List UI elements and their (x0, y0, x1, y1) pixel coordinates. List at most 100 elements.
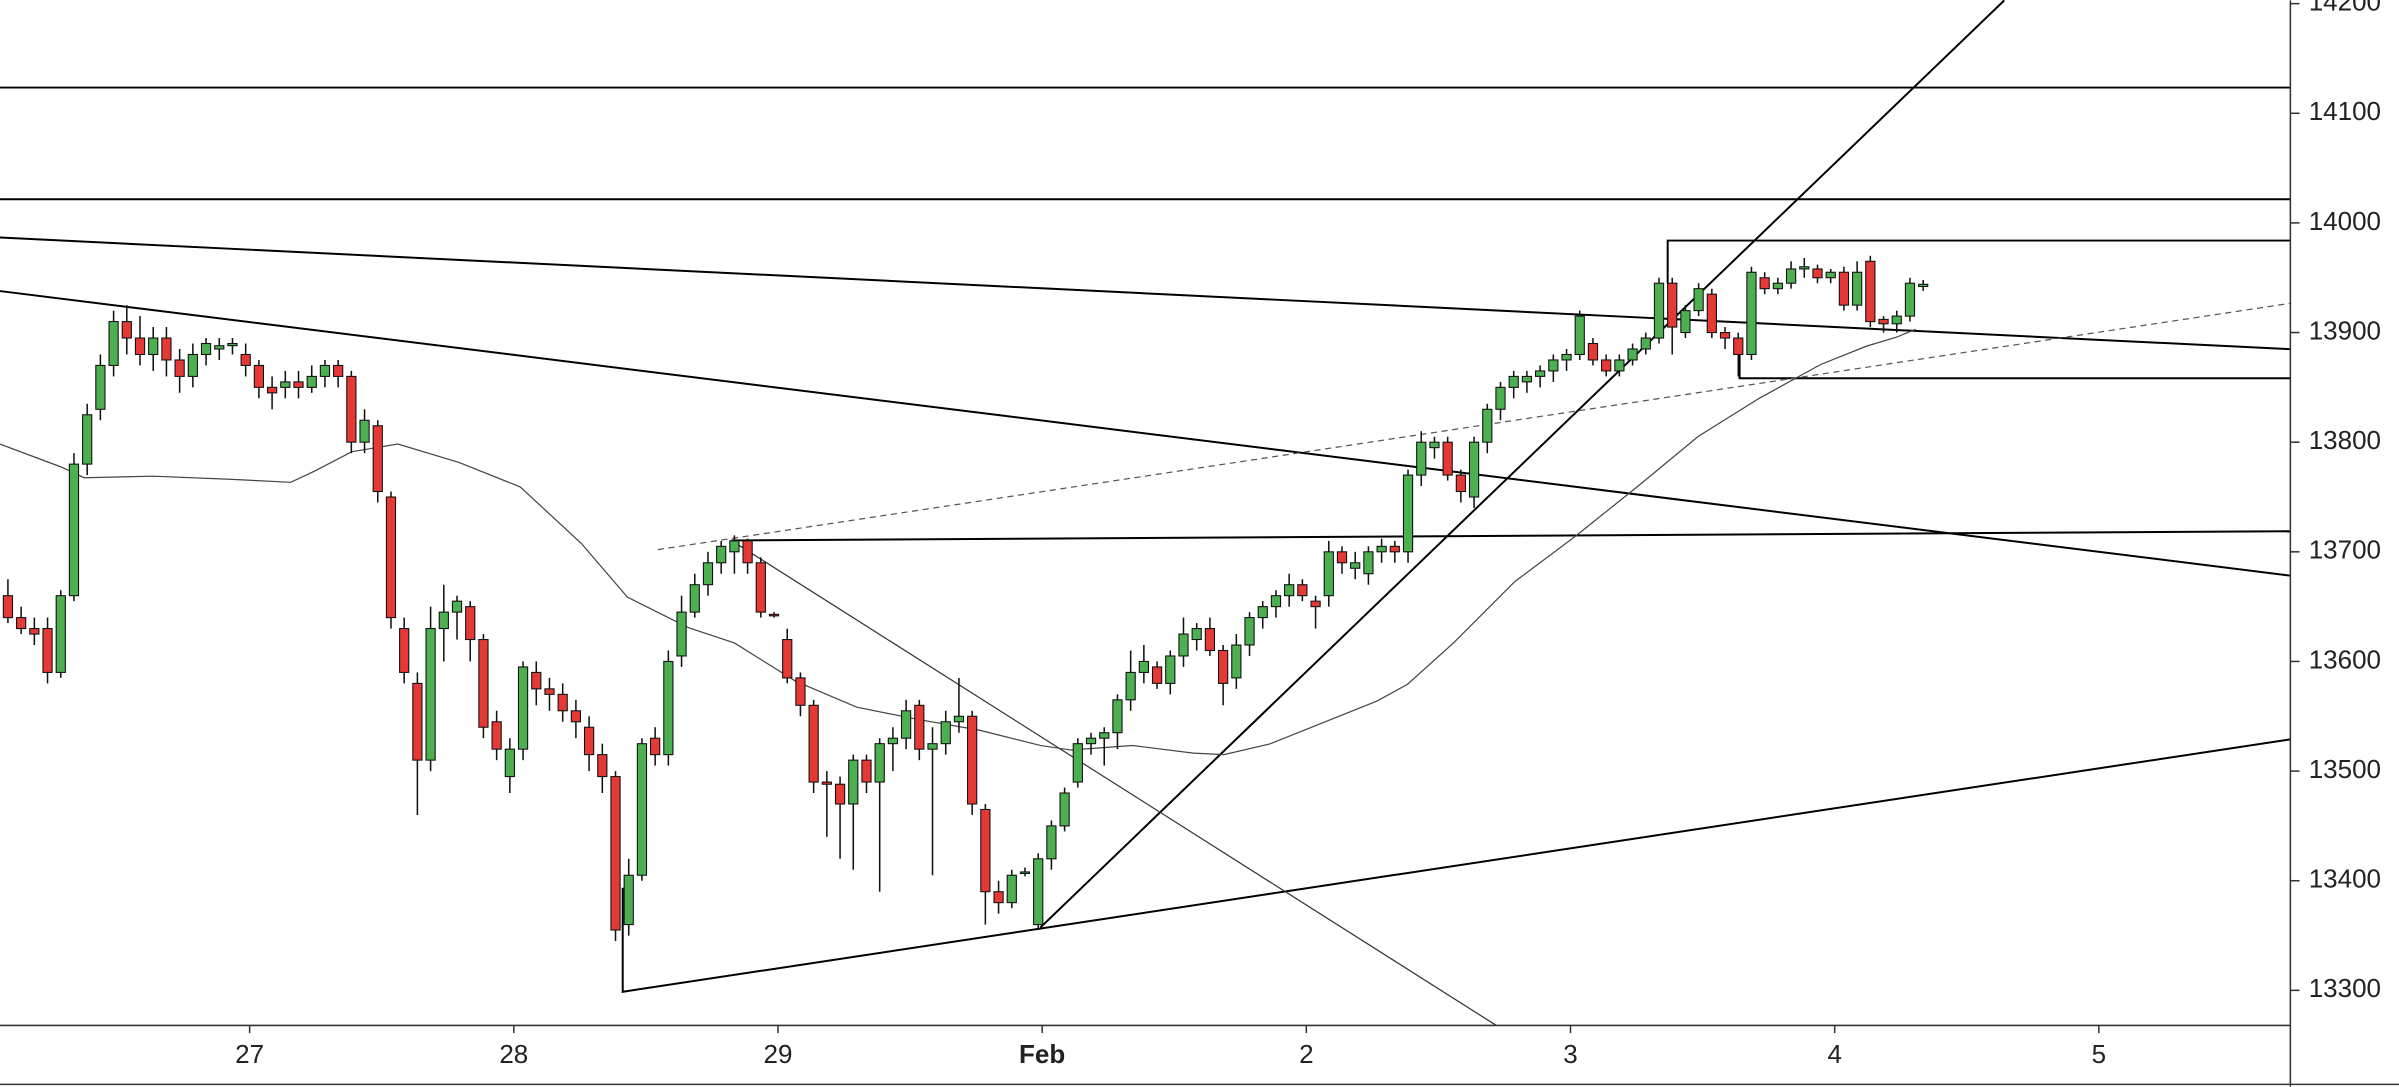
candle-body (1468, 441, 1480, 498)
candle-body (108, 321, 119, 366)
candle-body (1772, 282, 1784, 290)
candle-body (570, 710, 582, 723)
candle-body (491, 721, 502, 750)
candle-body (861, 759, 872, 783)
x-tick-label: Feb (1019, 1039, 1065, 1069)
candle-body (266, 386, 278, 394)
candle-body (967, 715, 978, 805)
candle-body (623, 874, 634, 926)
candle-body (55, 595, 66, 673)
x-tick-label: 27 (235, 1039, 264, 1069)
candle-body (1878, 318, 1889, 325)
y-tick-label: 13400 (2309, 864, 2381, 894)
x-tick-label: 4 (1827, 1039, 1841, 1069)
y-tick-label: 14000 (2309, 206, 2381, 236)
candle-body (1019, 871, 1031, 875)
candle-body (504, 748, 515, 778)
candle-body (1072, 743, 1083, 783)
candle-body (821, 781, 832, 785)
candle-body (1416, 441, 1427, 476)
candle-body (1217, 649, 1229, 684)
candle-body (716, 545, 727, 564)
candle-body (1006, 874, 1017, 904)
candle-body (953, 715, 965, 723)
candle-body (1653, 282, 1665, 339)
candle-body (1284, 584, 1295, 597)
candle-body (1350, 562, 1361, 569)
candle-body (914, 704, 925, 750)
candle-body (2, 595, 14, 619)
candle-body (1891, 315, 1902, 325)
y-tick-label: 13800 (2309, 425, 2381, 455)
candle-body (980, 808, 991, 893)
candle-body (1561, 353, 1572, 361)
candle-body (689, 584, 700, 613)
candle-body (1059, 792, 1070, 827)
candle-body (333, 364, 344, 377)
candle-body (1719, 332, 1731, 339)
candle-body (1270, 595, 1282, 608)
candle-body (610, 776, 621, 931)
level-line (731, 530, 2291, 542)
y-tick-label: 14100 (2309, 96, 2381, 126)
candle-body (768, 613, 780, 617)
candle-body (927, 743, 938, 750)
candle-body (319, 364, 331, 377)
candle-body (531, 671, 542, 690)
x-tick-label: 28 (499, 1039, 528, 1069)
candle-body (597, 754, 608, 778)
candle-body (702, 562, 714, 586)
candle-body (755, 562, 766, 613)
drawings (0, 0, 2291, 1026)
candle-body (1085, 737, 1097, 745)
candle-body (1812, 268, 1823, 279)
candle-body (1693, 288, 1704, 312)
candle-body (1429, 441, 1440, 449)
candle-body (1376, 545, 1387, 553)
candle-body (1534, 370, 1546, 377)
candle-body (993, 891, 1004, 904)
candle-body (1785, 268, 1797, 284)
candle-body (95, 364, 106, 410)
candle-body (650, 737, 661, 756)
candle-body (729, 540, 740, 553)
candle-body (1297, 584, 1308, 597)
trend-line (0, 290, 2291, 577)
candle-body (1733, 337, 1744, 356)
candle-body (1336, 551, 1348, 564)
candle-body (1548, 359, 1559, 372)
candle-body (240, 353, 251, 366)
trend-line (0, 236, 2291, 351)
candle-body (1601, 359, 1612, 372)
candle-body (808, 704, 819, 783)
candle-body (887, 737, 899, 745)
candle-body (478, 638, 489, 728)
candle-body (1865, 260, 1876, 323)
candle-body (293, 381, 304, 388)
candle-body (1799, 266, 1810, 270)
candle-body (280, 381, 291, 388)
candle-body (1363, 551, 1374, 575)
candle-body (227, 342, 238, 347)
candle-body (161, 337, 172, 361)
candle-body (663, 660, 674, 756)
candle-body (1323, 551, 1334, 597)
candle-body (1574, 315, 1585, 356)
candle-body (200, 342, 212, 356)
candle-body (1046, 825, 1057, 860)
moving-average (0, 328, 1916, 756)
candle-body (42, 628, 53, 673)
candle-body (359, 419, 370, 443)
candle-body (1614, 359, 1625, 372)
candle-body (1191, 628, 1202, 641)
y-tick-label: 13300 (2309, 973, 2381, 1003)
candle-body (1706, 293, 1717, 334)
candle-body (16, 617, 27, 630)
candle-body (425, 628, 436, 761)
candle-body (874, 743, 885, 783)
candle-body (1640, 337, 1651, 350)
candle-body (1838, 271, 1850, 306)
candle-body (1627, 348, 1638, 361)
